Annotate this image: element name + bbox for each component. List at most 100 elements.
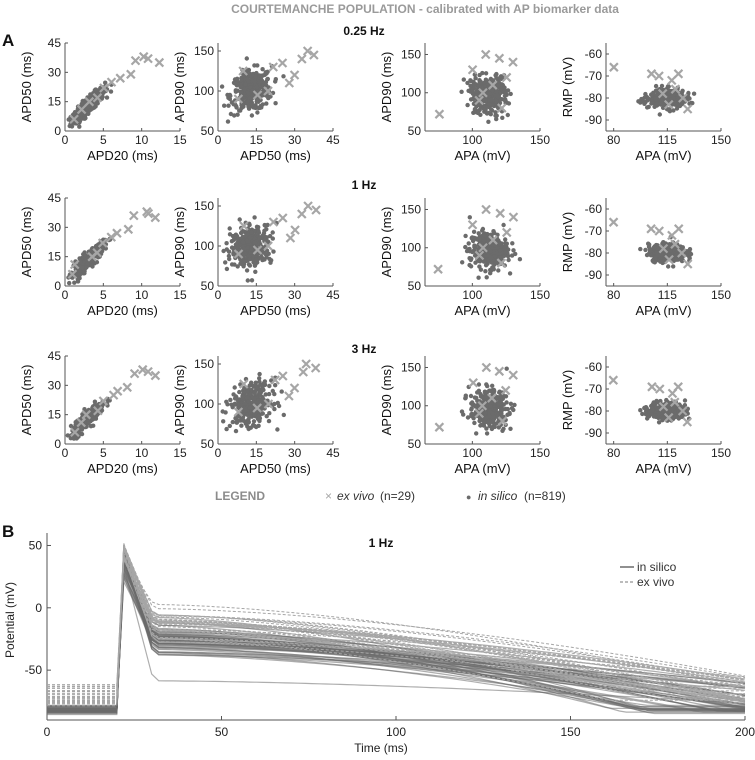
- in-silico-point: [478, 79, 483, 84]
- in-silico-point: [247, 263, 253, 268]
- x-axis-label: APA (mV): [454, 303, 510, 318]
- in-silico-point: [472, 107, 478, 112]
- ex-vivo-trace: [47, 549, 746, 703]
- x-tick-label: 45: [326, 446, 340, 460]
- in-silico-point: [495, 94, 501, 100]
- ex-vivo-point: [663, 412, 674, 423]
- ex-vivo-trace: [47, 548, 745, 698]
- y-tick-label: 150: [194, 357, 214, 371]
- in-silico-point: [490, 88, 495, 93]
- ex-vivo-point: [677, 248, 687, 258]
- ex-vivo-point: [474, 95, 484, 106]
- ex-vivo-point: [311, 205, 321, 215]
- in-silico-point: [488, 404, 493, 409]
- in-silico-point: [227, 423, 232, 429]
- ex-vivo-point: [302, 46, 313, 56]
- in-silico-point: [270, 230, 275, 235]
- in-silico-point: [233, 246, 238, 252]
- y-tick-label: -60: [585, 360, 603, 374]
- ex-vivo-point: [284, 391, 294, 401]
- in-silico-point: [267, 383, 272, 389]
- ex-vivo-point: [608, 375, 619, 385]
- ex-vivo-point: [474, 250, 485, 261]
- in-silico-point: [497, 389, 502, 394]
- ex-vivo-trace: [47, 548, 746, 705]
- ex-vivo-point: [69, 114, 79, 125]
- ex-vivo-point: [270, 375, 280, 385]
- in-silico-point: [249, 387, 254, 393]
- ap-y-tick-label: 0: [35, 601, 42, 615]
- in-silico-point: [230, 405, 235, 410]
- in-silico-point: [484, 426, 489, 431]
- y-tick-label: -60: [585, 47, 603, 61]
- ex-vivo-point: [658, 401, 669, 412]
- x-tick-label: 115: [658, 446, 677, 460]
- in-silico-point: [482, 233, 487, 238]
- in-silico-point: [500, 115, 505, 121]
- y-tick-label: 15: [48, 95, 62, 109]
- ex-vivo-point: [233, 94, 244, 104]
- in-silico-point: [79, 431, 85, 437]
- ex-vivo-trace: [47, 557, 745, 689]
- in-silico-point: [472, 243, 477, 248]
- in-silico-point: [84, 265, 89, 270]
- in-silico-point: [238, 261, 243, 266]
- panel-a-label: A: [2, 31, 14, 50]
- in-silico-point: [467, 262, 472, 268]
- scatter-panel-r0-c2: 100 150 50 100 150 APA (mV) APD90 (ms): [379, 43, 550, 163]
- in-silico-point: [235, 112, 240, 117]
- ex-vivo-point: [285, 233, 296, 243]
- in-silico-point: [494, 98, 499, 104]
- y-axis-label: APD50 (ms): [19, 365, 34, 436]
- ex-vivo-point: [252, 403, 262, 413]
- in-silico-point: [688, 251, 693, 256]
- in-silico-point: [686, 90, 691, 96]
- ex-vivo-point: [480, 49, 491, 60]
- in-silico-point: [93, 101, 99, 106]
- ex-vivo-point: [289, 383, 300, 393]
- in-silico-point: [267, 411, 272, 416]
- ex-vivo-trace: [47, 547, 746, 702]
- in-silico-point: [501, 426, 506, 431]
- in-silico-trace: [47, 566, 746, 708]
- in-silico-point: [237, 217, 242, 222]
- in-silico-point: [483, 263, 489, 268]
- in-silico-point: [465, 102, 470, 108]
- in-silico-point: [502, 97, 507, 103]
- x-axis-label: APD20 (ms): [87, 461, 158, 476]
- in-silico-point: [638, 246, 643, 252]
- in-silico-point: [228, 111, 234, 117]
- y-axis-label: RMP (mV): [560, 57, 575, 117]
- x-tick-label: 15: [250, 446, 264, 460]
- in-silico-point: [652, 413, 657, 419]
- in-silico-point: [473, 260, 478, 265]
- in-silico-point: [252, 390, 257, 396]
- y-tick-label: -70: [585, 382, 603, 396]
- y-tick-label: 100: [401, 399, 421, 413]
- in-silico-point: [665, 97, 670, 102]
- ex-vivo-trace: [47, 547, 745, 700]
- y-axis-label: RMP (mV): [560, 212, 575, 272]
- ex-vivo-point: [682, 259, 693, 269]
- ex-vivo-point: [670, 239, 680, 249]
- ex-vivo-point: [289, 70, 300, 80]
- ex-vivo-point: [474, 408, 485, 419]
- y-tick-label: 0: [54, 279, 61, 293]
- ex-vivo-point: [137, 364, 148, 375]
- in-silico-point: [659, 83, 665, 89]
- in-silico-point: [264, 101, 269, 106]
- in-silico-point: [227, 226, 232, 231]
- in-silico-point: [461, 77, 466, 82]
- ex-vivo-point: [112, 386, 123, 396]
- x-tick-label: 150: [530, 133, 550, 147]
- ap-y-tick-label: 50: [29, 538, 43, 552]
- in-silico-point: [238, 84, 244, 89]
- x-axis-label: APA (mV): [635, 148, 691, 163]
- in-silico-point: [260, 387, 266, 392]
- ex-vivo-point: [682, 104, 693, 114]
- in-silico-trace: [47, 554, 746, 713]
- ex-vivo-point: [154, 57, 165, 68]
- ex-vivo-trace: [47, 546, 746, 703]
- in-silico-point: [82, 268, 87, 274]
